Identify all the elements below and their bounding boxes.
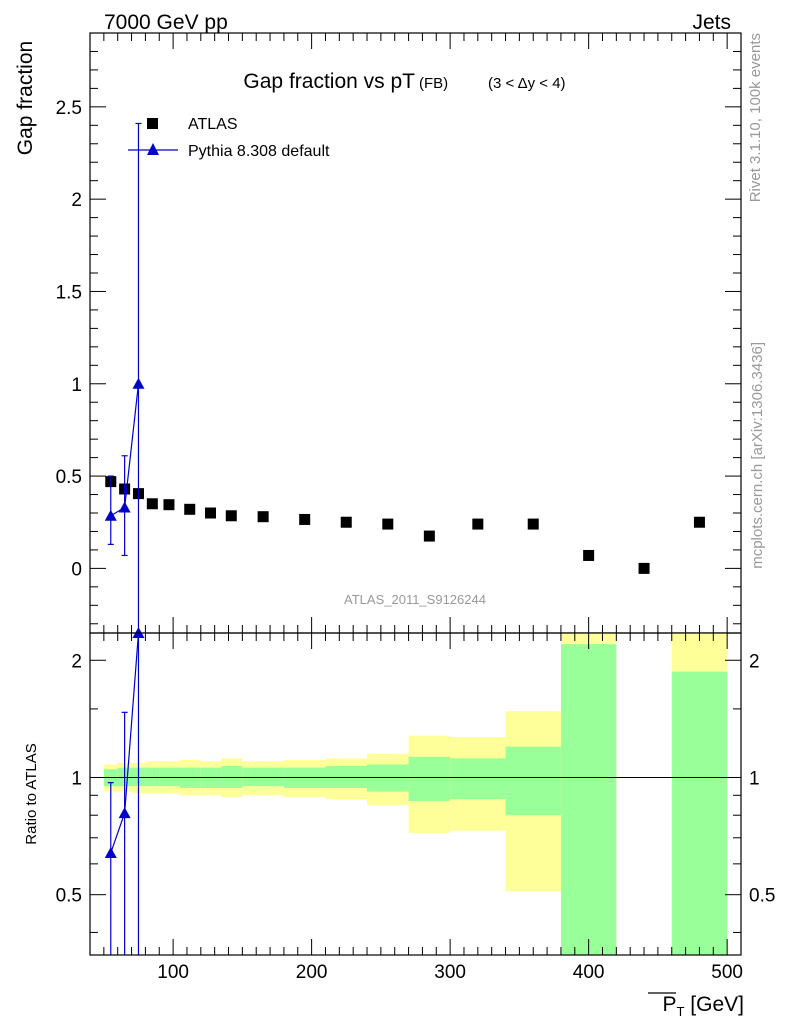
ratio-ytick-label-left: 0.5: [56, 886, 82, 907]
atlas-point: [146, 498, 158, 510]
main-title-range: (3 < Δy < 4): [488, 75, 566, 92]
main-ytick-label: 0: [71, 559, 82, 580]
atlas-point: [340, 516, 352, 528]
atlas-point: [382, 518, 394, 530]
rivet-info: Rivet 3.1.10, 100k events: [747, 33, 764, 202]
legend-label-pythia: Pythia 8.308 default: [188, 143, 330, 160]
pythia-point: [104, 509, 117, 521]
main-title: Gap fraction vs pT: [243, 70, 415, 93]
ratio-xtick-label: 200: [296, 962, 328, 983]
atlas-point: [257, 511, 269, 523]
main-ylabel: Gap fraction: [14, 41, 37, 155]
atlas-point: [472, 518, 484, 530]
ratio-xlabel: PT [GeV]: [663, 993, 745, 1019]
ratio-ytick-label-left: 1: [71, 768, 82, 789]
ratio-ytick-label-right: 2: [749, 651, 760, 672]
ratio-panel: 0.5 0.5 1 1 2 2 100 200 300 400 500 Ratio to ATLAS…: [23, 627, 775, 1019]
atlas-point: [527, 518, 539, 530]
watermark: ATLAS_2011_S9126244: [344, 592, 486, 607]
ratio-band-inner: [408, 756, 451, 802]
mcplots-info: mcplots.cern.ch [arXiv:1306.3436]: [749, 342, 766, 569]
ratio-xtick-label: 500: [711, 962, 743, 983]
main-ytick-label: 1.5: [56, 282, 82, 303]
legend-marker-pythia: [147, 143, 159, 155]
ratio-ytick-label-right: 0.5: [749, 886, 775, 907]
atlas-point: [423, 530, 435, 542]
ratio-frame: [89, 632, 742, 956]
atlas-point: [225, 510, 237, 522]
ratio-band-inner: [367, 764, 409, 792]
main-ytick-label: 0.5: [56, 467, 82, 488]
ratio-band-inner: [450, 758, 506, 800]
atlas-point: [299, 513, 311, 525]
main-panel: 0 0.5 1 1.5 2 2.5 Gap fraction vs pT (FB) (3 …: [14, 32, 742, 634]
ratio-ytick-label-left: 2: [71, 651, 82, 672]
main-ytick-label: 1: [71, 375, 82, 396]
ratio-ytick-label-right: 1: [749, 768, 760, 789]
ratio-band-inner: [159, 767, 181, 787]
ratio-point: [118, 807, 131, 819]
ratio-xtick-label: 300: [434, 962, 466, 983]
header-jets: Jets: [692, 11, 731, 34]
ratio-band-inner: [145, 767, 160, 787]
atlas-point: [693, 516, 705, 528]
legend-label-atlas: ATLAS: [188, 116, 238, 133]
ratio-band-inner: [671, 671, 728, 955]
ratio-band-inner: [242, 767, 284, 787]
atlas-point: [163, 499, 175, 511]
main-ytick-label: 2.5: [56, 98, 82, 119]
atlas-point: [638, 562, 650, 574]
atlas-point: [205, 507, 217, 519]
ratio-band-inner: [505, 746, 561, 816]
atlas-point: [583, 549, 595, 561]
legend-marker-atlas: [147, 118, 158, 129]
header-energy: 7000 GeV pp: [104, 11, 228, 34]
main-ytick-label: 2: [71, 190, 82, 211]
ratio-point: [104, 846, 117, 858]
ratio-band-inner: [560, 644, 617, 955]
legend: ATLAS Pythia 8.308 default: [128, 116, 330, 160]
ratio-ylabel: Ratio to ATLAS: [23, 743, 40, 844]
pythia-point: [118, 501, 131, 513]
main-title-sub: (FB): [419, 75, 448, 92]
ratio-xtick-label: 100: [157, 962, 189, 983]
pythia-point: [132, 377, 145, 389]
ratio-xtick-label: 400: [573, 962, 605, 983]
atlas-point: [184, 503, 196, 515]
